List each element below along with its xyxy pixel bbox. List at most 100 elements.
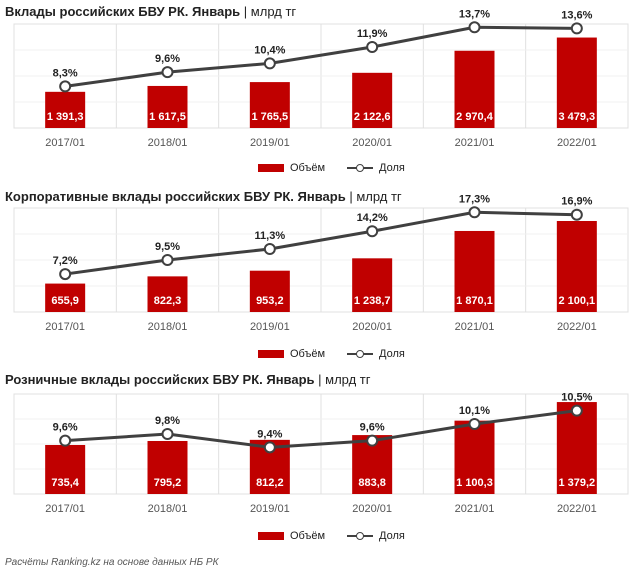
x-tick-label: 2018/01 [148, 503, 188, 515]
chart-title: Розничные вклады российских БВУ РК. Янва… [5, 372, 371, 387]
chart-svg: 735,4 2017/01 795,2 2018/01 812,2 2019/01 883,… [13, 392, 629, 515]
x-tick-label: 2018/01 [148, 137, 188, 149]
chart-svg: 1 391,3 2017/01 1 617,5 2018/01 1 765,5 2019/… [13, 8, 629, 149]
bar-value-label: 3 479,3 [558, 111, 595, 123]
bar [454, 420, 495, 494]
bar-value-label: 1 379,2 [558, 477, 595, 489]
chart-panel-2: Корпоративные вклады российских БВУ РК. … [0, 186, 642, 371]
x-tick-label: 2017/01 [45, 321, 85, 333]
source-note: Расчёты Ranking.kz на основе данных НБ Р… [5, 557, 219, 568]
bar-value-label: 1 765,5 [251, 111, 288, 123]
bar [454, 230, 495, 312]
x-tick-label: 2018/01 [148, 321, 188, 333]
legend-volume-label: Объём [290, 530, 326, 542]
share-value-label: 7,2% [53, 255, 78, 267]
x-tick-label: 2021/01 [455, 503, 495, 515]
chart-title: Вклады российских БВУ РК. Январь | млрд … [5, 4, 297, 19]
share-line [65, 409, 578, 449]
legend-share-line-icon [347, 531, 374, 541]
share-point [59, 80, 72, 93]
chart-legend: Объём Доля [258, 162, 405, 174]
share-value-label: 10,4% [254, 44, 285, 56]
bar-value-label: 2 100,1 [558, 295, 595, 307]
legend-volume-swatch [258, 164, 284, 172]
bar [249, 82, 290, 128]
share-point [468, 206, 481, 219]
x-tick-label: 2017/01 [45, 137, 85, 149]
share-point [468, 21, 481, 34]
x-tick-label: 2019/01 [250, 503, 290, 515]
share-value-label: 10,5% [561, 392, 592, 404]
bar-value-label: 1 617,5 [149, 111, 186, 123]
chart-title: Корпоративные вклады российских БВУ РК. … [5, 189, 402, 204]
share-point [366, 434, 379, 447]
x-tick-label: 2020/01 [352, 321, 392, 333]
x-tick-label: 2019/01 [250, 321, 290, 333]
legend-volume-label: Объём [290, 162, 326, 174]
share-value-label: 9,8% [155, 415, 180, 427]
legend-volume-swatch [258, 532, 284, 540]
chart-panel-1: Вклады российских БВУ РК. Январь | млрд … [0, 0, 642, 185]
bar-value-label: 822,3 [154, 295, 182, 307]
x-tick-label: 2020/01 [352, 503, 392, 515]
share-point [161, 254, 174, 266]
share-value-label: 16,9% [561, 196, 592, 208]
share-line [64, 210, 577, 276]
bar [45, 444, 86, 494]
share-point [263, 441, 276, 454]
legend-share-line-icon [347, 349, 374, 359]
share-point [570, 208, 583, 221]
x-tick-label: 2021/01 [455, 137, 495, 149]
bar [556, 220, 597, 312]
share-value-label: 13,7% [459, 8, 490, 20]
share-point [366, 225, 379, 238]
share-point [468, 418, 481, 430]
bar-value-label: 735,4 [51, 477, 79, 489]
share-value-label: 9,6% [360, 422, 385, 434]
share-point [263, 242, 276, 255]
legend-share-label: Доля [379, 348, 405, 360]
share-point [161, 428, 174, 440]
bar [45, 91, 86, 128]
x-tick-label: 2022/01 [557, 137, 597, 149]
share-value-label: 17,3% [459, 193, 490, 205]
x-tick-label: 2021/01 [455, 321, 495, 333]
legend-share-label: Доля [379, 162, 405, 174]
bar [147, 440, 188, 494]
bar-value-label: 1 238,7 [354, 295, 391, 307]
x-tick-label: 2022/01 [557, 503, 597, 515]
legend-share-line-icon [347, 163, 374, 173]
x-tick-label: 2020/01 [352, 137, 392, 149]
share-value-label: 14,2% [357, 212, 388, 224]
legend-volume-label: Объём [290, 348, 326, 360]
bar-value-label: 1 391,3 [47, 111, 84, 123]
bar-value-label: 2 970,4 [456, 111, 494, 123]
bar [45, 283, 86, 312]
chart-panel-3: Розничные вклады российских БВУ РК. Янва… [0, 370, 642, 555]
share-value-label: 11,9% [357, 28, 388, 40]
chart-legend: Объём Доля [258, 348, 405, 360]
bar-value-label: 812,2 [256, 477, 284, 489]
share-value-label: 11,3% [255, 230, 286, 242]
x-tick-label: 2019/01 [250, 137, 290, 149]
share-value-label: 9,4% [257, 428, 282, 440]
share-point [570, 404, 583, 417]
share-point [263, 57, 276, 70]
share-value-label: 9,6% [53, 422, 78, 434]
share-point [59, 434, 72, 447]
bar [556, 37, 597, 128]
bar-value-label: 1 100,3 [456, 477, 493, 489]
bar [556, 402, 597, 494]
bar [352, 258, 393, 312]
share-line [64, 25, 577, 88]
share-value-label: 9,6% [155, 53, 180, 65]
chart-legend: Объём Доля [258, 530, 405, 542]
bar [454, 50, 495, 128]
share-value-label: 10,1% [459, 405, 490, 417]
legend-share-label: Доля [379, 530, 405, 542]
bar-value-label: 2 122,6 [354, 111, 391, 123]
x-tick-label: 2022/01 [557, 321, 597, 333]
bar [249, 270, 290, 312]
bar-value-label: 1 870,1 [456, 295, 493, 307]
share-value-label: 8,3% [53, 67, 78, 79]
